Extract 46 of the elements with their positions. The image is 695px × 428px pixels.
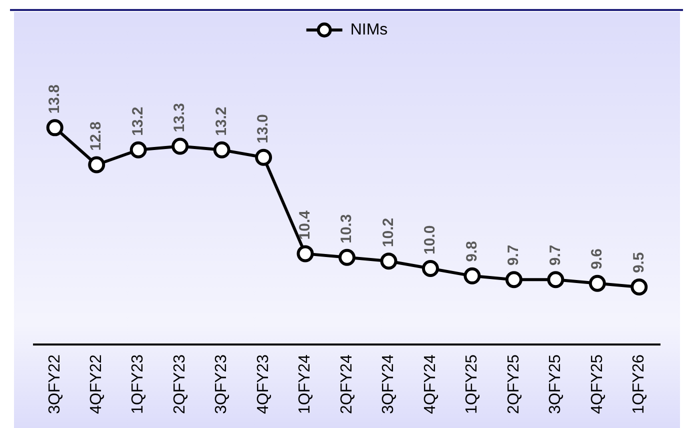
point: [46, 119, 64, 136]
point: [588, 274, 606, 292]
data-label: 9.5: [630, 252, 648, 274]
data-label: 13.0: [254, 114, 272, 144]
data-label: 13.2: [212, 106, 230, 136]
data-label: 13.2: [129, 106, 146, 136]
data-label: 9.6: [588, 248, 606, 270]
x-tick-label: 1QFY25: [464, 354, 481, 414]
x-tick-label: 1QFY23: [130, 354, 147, 414]
data-label: 13.8: [46, 84, 64, 114]
data-label: 10.3: [338, 214, 356, 244]
x-tick-label: 3QFY23: [213, 354, 230, 414]
x-tick-label: 1QFY24: [296, 354, 314, 414]
point: [255, 148, 272, 166]
data-label: 9.7: [505, 244, 522, 266]
x-tick-label: 2QFY25: [505, 354, 522, 414]
x-tick-label: 4QFY22: [88, 354, 106, 414]
x-tick-label: 4QFY25: [588, 354, 606, 414]
point: [88, 156, 106, 174]
x-tick-label: 2QFY23: [171, 354, 188, 414]
x-tick-label: 4QFY24: [422, 354, 439, 414]
data-label: 9.8: [463, 241, 480, 262]
point: [172, 138, 189, 155]
point: [296, 245, 314, 262]
point: [464, 267, 481, 284]
data-label: 13.3: [171, 103, 188, 132]
point: [338, 248, 356, 266]
point: [130, 141, 147, 158]
x-tick-label: 3QFY24: [380, 354, 398, 414]
data-label: 10.2: [380, 218, 397, 248]
point: [505, 271, 522, 288]
x-tick-label: 3QFY25: [547, 354, 564, 414]
point: [422, 260, 439, 278]
x-tick-label: 3QFY22: [46, 354, 64, 414]
data-label: 10.0: [422, 225, 439, 255]
x-tick-label: 2QFY24: [338, 354, 356, 414]
data-label: 12.8: [88, 122, 105, 151]
x-tick-label: 1QFY26: [630, 354, 648, 414]
x-tick-label: 4QFY23: [254, 354, 272, 414]
legend-label: NIMs: [350, 21, 388, 38]
data-label: 9.7: [546, 244, 564, 266]
point: [547, 271, 564, 288]
point: [213, 141, 230, 158]
data-label: 10.4: [296, 210, 314, 240]
point: [380, 252, 398, 270]
point: [630, 278, 648, 296]
